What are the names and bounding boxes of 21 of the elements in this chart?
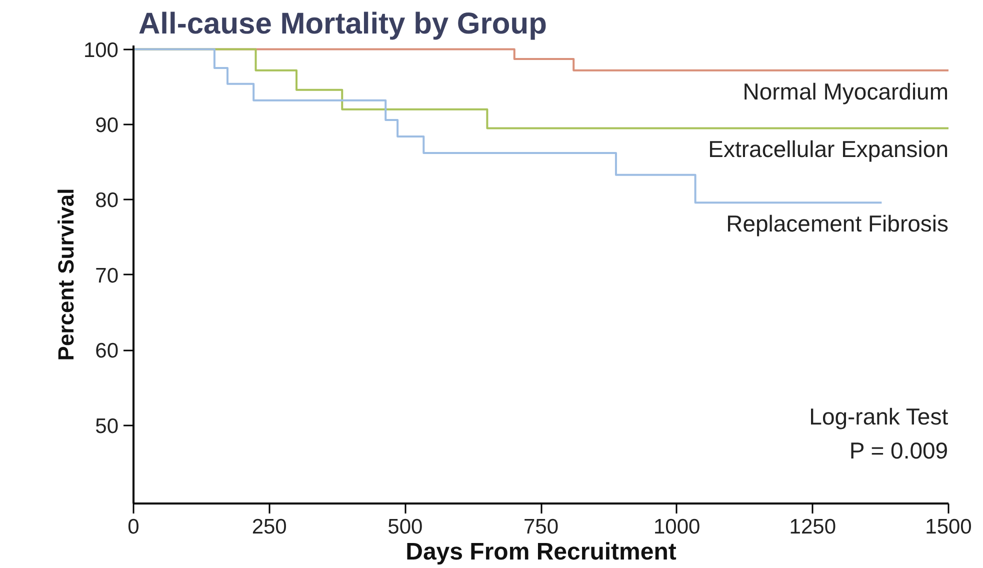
y-tick-label: 90 — [95, 114, 118, 137]
y-tick-label: 50 — [95, 414, 118, 438]
y-tick-label: 60 — [95, 340, 118, 363]
x-tick-label: 250 — [252, 516, 287, 538]
x-tick-label: 750 — [523, 516, 559, 538]
series-label: Replacement Fibrosis — [726, 210, 948, 237]
y-tick-label: 100 — [83, 38, 119, 62]
series-label: Normal Myocardium — [742, 78, 948, 104]
y-axis-title: Percent Survival — [53, 188, 78, 361]
x-tick-label: 500 — [388, 516, 423, 538]
chart-title: All-cause Mortality by Group — [138, 8, 547, 40]
y-tick-label: 80 — [95, 189, 118, 212]
x-tick-label: 1250 — [789, 516, 836, 538]
x-axis-title: Days From Recruitment — [406, 538, 676, 566]
x-tick-label: 1500 — [925, 516, 972, 538]
x-tick-label: 1000 — [653, 516, 700, 538]
x-tick-label: 0 — [128, 516, 140, 538]
y-tick-label: 70 — [95, 264, 118, 288]
annotation: Log-rank Test — [809, 404, 949, 430]
series-label: Extracellular Expansion — [708, 136, 948, 162]
annotation: P = 0.009 — [849, 438, 948, 464]
